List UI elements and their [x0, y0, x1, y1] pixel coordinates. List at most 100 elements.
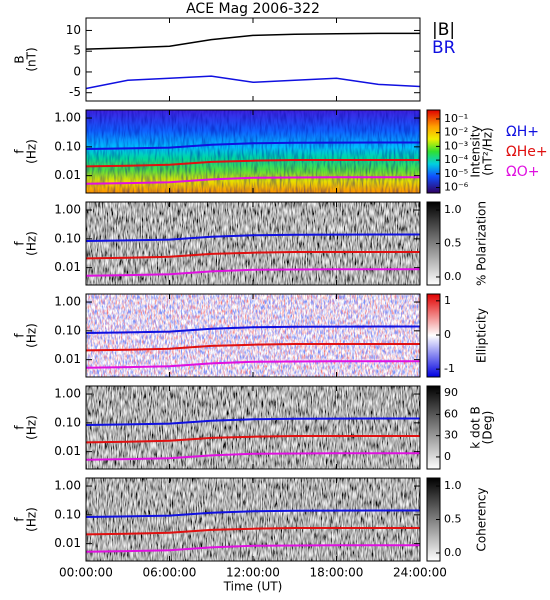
y-tick-label: 0.10: [54, 415, 81, 429]
data-line: [85, 527, 420, 536]
y-axis-label: f: [13, 241, 27, 246]
plot-frame: [85, 477, 421, 562]
colorbar-tick-label: 10⁻²: [444, 126, 468, 139]
data-line: [85, 75, 421, 90]
y-axis-label: f: [13, 517, 27, 522]
y-tick-label: 0.01: [54, 536, 81, 550]
colorbar-tick-label: 10⁻⁶: [444, 181, 469, 194]
x-tick-label: 12:00:00: [226, 566, 280, 580]
colorbar-tick-label: 10⁻⁴: [444, 153, 469, 166]
colorbar-label: Ellipticity: [475, 308, 489, 363]
legend-label: ΩHe+: [506, 144, 548, 160]
y-tick-label: 1.00: [54, 203, 81, 217]
data-line: [85, 159, 420, 168]
x-tick-label: 18:00:00: [310, 566, 364, 580]
colorbar-tick-label: 0: [444, 450, 451, 463]
y-axis-label: f: [13, 333, 27, 338]
y-axis-label: f: [13, 149, 27, 154]
colorbar-tick-label: 10⁻⁵: [444, 167, 468, 180]
y-tick-label: -5: [69, 85, 81, 99]
y-tick-label: 0: [73, 64, 81, 78]
colorbar-label: (Deg): [481, 411, 495, 445]
x-tick-label: 24:00:00: [393, 566, 447, 580]
data-line: [85, 176, 420, 185]
data-line: [85, 325, 420, 334]
y-axis-label: (nT): [25, 47, 39, 71]
y-tick-label: 5: [73, 44, 81, 58]
colorbar-label: Coherency: [475, 487, 489, 551]
plot-frame: [85, 385, 421, 470]
colorbar-tick-label: 10⁻¹: [444, 112, 468, 125]
data-line: [85, 452, 420, 461]
y-tick-label: 0.01: [54, 444, 81, 458]
y-tick-label: 0.10: [54, 231, 81, 245]
plot-frame: [85, 293, 421, 378]
x-axis-label: Time (UT): [223, 580, 283, 594]
y-tick-label: 0.10: [54, 507, 81, 521]
colorbar-label: (nT²/Hz): [481, 127, 495, 175]
y-tick-label: 1.00: [54, 111, 81, 125]
y-tick-label: 1.00: [54, 479, 81, 493]
y-axis-label: (Hz): [25, 415, 39, 440]
colorbar-tick-label: -1: [444, 362, 455, 375]
plot-frame: [85, 201, 421, 286]
data-line: [85, 544, 420, 553]
data-line: [85, 251, 420, 260]
colorbar-tick-label: 10⁻³: [444, 139, 468, 152]
data-line: [85, 435, 420, 444]
spectrogram-texture: [86, 110, 420, 193]
spectrogram: [86, 478, 420, 561]
y-axis-label: (Hz): [25, 507, 39, 532]
colorbar-tick-label: 0: [444, 328, 451, 341]
data-line: [85, 360, 420, 369]
y-tick-label: 0.01: [54, 168, 81, 182]
colorbar-tick-label: 1.0: [444, 203, 462, 216]
y-tick-label: 1.00: [54, 387, 81, 401]
plot-frame: [85, 109, 421, 194]
x-tick-label: 06:00:00: [143, 566, 197, 580]
plot-frame: [85, 17, 421, 102]
colorbar-tick-label: 30: [444, 429, 458, 442]
y-axis-label: (Hz): [25, 231, 39, 256]
spectrogram: [86, 202, 420, 285]
colorbar: [426, 293, 441, 378]
legend-label: ΩH+: [506, 124, 539, 140]
spectrogram: [86, 294, 420, 377]
colorbar-tick-label: 1: [444, 294, 451, 307]
legend-label: ΩO+: [506, 164, 539, 180]
spectrogram: [86, 386, 420, 469]
data-line: [85, 343, 420, 352]
colorbar-label: k dot B: [469, 406, 483, 448]
data-line: [85, 141, 420, 150]
y-tick-label: 1.00: [54, 295, 81, 309]
colorbar-tick-label: 0.0: [444, 270, 462, 283]
y-tick-label: 0.01: [54, 352, 81, 366]
colorbar-label: Intensity: [469, 125, 483, 177]
y-axis-label: f: [13, 425, 27, 430]
y-tick-label: 0.01: [54, 260, 81, 274]
y-tick-label: 0.10: [54, 139, 81, 153]
legend-label: BR: [432, 38, 456, 58]
colorbar-tick-label: 1.0: [444, 479, 462, 492]
y-axis-label: B: [13, 55, 27, 63]
data-line: [85, 509, 420, 518]
y-tick-label: 10: [66, 23, 81, 37]
data-line: [85, 417, 420, 426]
colorbar: [426, 385, 441, 470]
y-axis-label: (Hz): [25, 139, 39, 164]
chart-title: ACE Mag 2006-322: [186, 1, 320, 17]
y-tick-label: 0.10: [54, 323, 81, 337]
colorbar-tick-label: 0.5: [444, 513, 462, 526]
y-axis-label: (Hz): [25, 323, 39, 348]
legend-label: |B|: [432, 20, 455, 40]
x-tick-label: 00:00:00: [59, 566, 113, 580]
data-line: [85, 32, 420, 50]
colorbar-tick-label: 60: [444, 407, 458, 420]
colorbar: [426, 109, 441, 194]
colorbar-tick-label: 0.0: [444, 546, 462, 559]
colorbar-tick-label: 90: [444, 386, 458, 399]
data-line: [85, 268, 420, 277]
data-line: [85, 233, 420, 242]
colorbar-tick-label: 0.5: [444, 237, 462, 250]
